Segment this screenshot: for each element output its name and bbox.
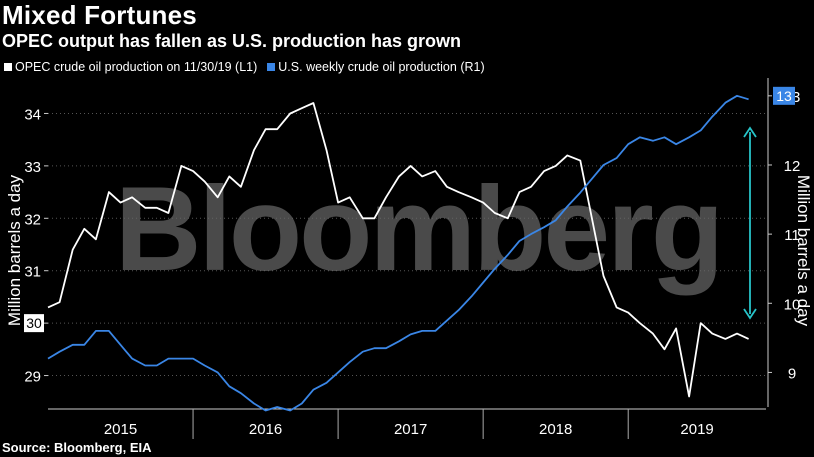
- x-tick-label-2018: 2018: [539, 421, 572, 438]
- right-tick-label-11: 11: [784, 227, 800, 244]
- right-tick-label-9: 9: [788, 365, 796, 382]
- x-tick-label-2015: 2015: [104, 421, 137, 438]
- legend-item-opec: OPEC crude oil production on 11/30/19 (L…: [4, 60, 257, 74]
- chart-source: Source: Bloomberg, EIA: [2, 440, 152, 455]
- right-axis-title: Million barrels a day: [794, 175, 813, 327]
- legend-label-us: U.S. weekly crude oil production (R1): [278, 60, 485, 74]
- legend-swatch-opec: [4, 63, 12, 71]
- series-line-us: [47, 94, 749, 412]
- left-tick-label-32: 32: [24, 211, 41, 228]
- opec-last-value-label: 30: [26, 315, 42, 331]
- bloomberg-watermark: Bloomberg: [115, 162, 721, 296]
- right-tick-label-12: 12: [784, 158, 801, 175]
- legend-swatch-us: [267, 63, 276, 71]
- left-tick-label-29: 29: [24, 369, 41, 386]
- gap-arrow-head-bottom: [743, 308, 757, 320]
- x-tick-label-2019: 2019: [680, 421, 713, 438]
- us-last-value-box: [773, 86, 795, 105]
- left-tick-label-33: 33: [24, 159, 41, 176]
- x-tick-label-2016: 2016: [249, 421, 282, 438]
- left-tick-label-31: 31: [24, 264, 41, 281]
- series-line-opec: [47, 102, 749, 398]
- gap-arrow-head-top: [743, 126, 757, 138]
- left-axis-title: Million barrels a day: [5, 174, 24, 326]
- left-tick-label-34: 34: [24, 106, 41, 123]
- chart-legend: OPEC crude oil production on 11/30/19 (L…: [4, 60, 485, 74]
- chart-title: Mixed Fortunes: [2, 0, 197, 30]
- x-tick-label-2017: 2017: [394, 421, 427, 438]
- legend-label-opec: OPEC crude oil production on 11/30/19 (L…: [15, 60, 258, 74]
- us-last-value-label: 13: [776, 88, 792, 104]
- chart-subtitle: OPEC output has fallen as U.S. productio…: [2, 31, 462, 51]
- opec-last-value-box: [24, 314, 44, 333]
- right-tick-label-10: 10: [784, 296, 801, 313]
- legend-item-us: U.S. weekly crude oil production (R1): [267, 60, 485, 74]
